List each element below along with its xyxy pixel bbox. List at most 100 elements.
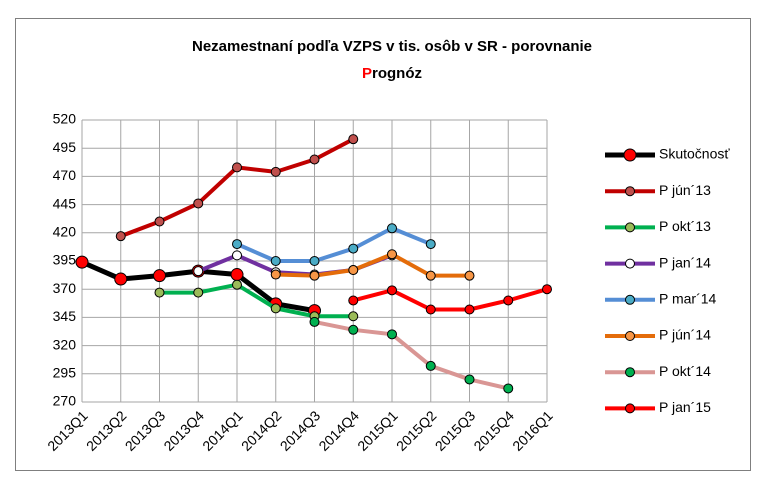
x-tick-label: 2013Q1 — [44, 407, 91, 454]
data-point — [387, 329, 397, 340]
chart-title-part: rognóz — [372, 65, 422, 82]
legend-label: P jan´15 — [659, 399, 711, 415]
data-point — [542, 284, 552, 295]
data-point — [348, 134, 359, 145]
data-point — [503, 383, 514, 394]
chart-title: Nezamestnaní podľa VZPS v tis. osôb v SR… — [192, 38, 592, 55]
legend-label: P mar´14 — [659, 291, 717, 307]
series-line — [314, 319, 509, 391]
data-point — [193, 198, 204, 209]
series-line — [352, 287, 548, 312]
data-point — [232, 239, 242, 250]
legend-item: P okt´13 — [605, 218, 711, 234]
y-tick-label: 270 — [53, 393, 77, 409]
legend-label: P jún´13 — [659, 182, 711, 198]
data-point — [425, 304, 436, 315]
legend-item: P jún´13 — [605, 182, 711, 198]
y-tick-label: 420 — [53, 224, 77, 240]
data-point — [270, 166, 281, 177]
y-tick-label: 320 — [53, 336, 77, 352]
legend-marker — [625, 331, 635, 341]
data-point — [232, 279, 242, 290]
data-point — [230, 268, 244, 282]
legend-marker — [625, 258, 635, 269]
y-tick-label: 295 — [53, 365, 77, 381]
x-tick-label: 2015Q2 — [393, 407, 440, 454]
data-point — [464, 304, 475, 315]
data-point — [348, 265, 359, 276]
x-tick-label: 2013Q2 — [83, 407, 130, 454]
legend-label: P okt´13 — [659, 218, 711, 234]
x-tick-label: 2013Q3 — [122, 407, 169, 454]
data-point — [309, 256, 320, 266]
data-point — [309, 270, 320, 281]
data-point — [348, 243, 359, 254]
chart-title-part: P — [362, 65, 372, 82]
legend-marker — [625, 403, 635, 414]
series-line — [159, 282, 354, 319]
x-tick-label: 2015Q3 — [432, 407, 479, 454]
legend-label: Skutočnosť — [659, 146, 730, 162]
y-tick-label: 445 — [53, 195, 77, 211]
legend-marker — [625, 186, 635, 197]
legend-label: P jún´14 — [659, 327, 711, 343]
legend-marker — [623, 148, 637, 162]
data-point — [115, 231, 126, 242]
y-tick-label: 345 — [53, 308, 77, 324]
x-tick-label: 2015Q4 — [470, 407, 517, 454]
x-tick-label: 2015Q1 — [354, 407, 401, 454]
x-tick-label: 2014Q4 — [315, 407, 362, 454]
data-point — [193, 266, 204, 277]
data-point — [348, 324, 359, 335]
data-point — [464, 374, 475, 385]
x-tick-label: 2014Q3 — [277, 407, 324, 454]
legend-item: Skutočnosť — [605, 146, 730, 162]
series-line — [236, 226, 432, 263]
data-point — [425, 239, 436, 250]
data-point — [270, 303, 281, 314]
data-point — [309, 154, 320, 165]
data-point — [75, 255, 89, 269]
legend-item: P jún´14 — [605, 327, 711, 343]
y-tick-label: 370 — [53, 280, 77, 296]
x-tick-label: 2014Q2 — [238, 407, 285, 454]
data-point — [387, 249, 397, 260]
data-point — [309, 316, 320, 327]
y-tick-label: 470 — [53, 167, 77, 183]
legend-marker — [625, 294, 635, 305]
data-point — [387, 223, 397, 234]
data-point — [154, 287, 165, 298]
legend-label: P okt´14 — [659, 363, 711, 379]
data-point — [153, 269, 166, 283]
chart-frame — [15, 18, 751, 471]
data-point — [387, 285, 397, 296]
chart-title: Prognóz — [362, 65, 422, 82]
data-point — [232, 250, 242, 261]
data-point — [232, 162, 242, 173]
y-tick-label: 495 — [53, 139, 77, 155]
data-point — [464, 270, 475, 281]
legend-item: P mar´14 — [605, 291, 717, 307]
x-tick-label: 2013Q4 — [160, 407, 207, 454]
y-tick-label: 395 — [53, 252, 77, 268]
series-line — [275, 252, 470, 278]
x-tick-label: 2016Q1 — [509, 407, 556, 454]
legend-item: P jan´15 — [605, 399, 711, 415]
x-tick-label: 2014Q1 — [199, 407, 246, 454]
data-point — [270, 269, 281, 280]
data-point — [270, 256, 281, 266]
data-point — [348, 311, 359, 322]
data-point — [348, 295, 359, 306]
legend-marker — [625, 222, 635, 233]
y-tick-label: 520 — [53, 111, 77, 127]
legend-marker — [625, 367, 635, 378]
data-point — [193, 287, 204, 298]
legend-item: P jan´14 — [605, 254, 711, 270]
data-point — [154, 216, 165, 227]
legend-item: P okt´14 — [605, 363, 711, 379]
data-point — [425, 360, 436, 371]
data-point — [503, 295, 514, 306]
data-point — [425, 270, 436, 281]
legend-label: P jan´14 — [659, 254, 711, 270]
